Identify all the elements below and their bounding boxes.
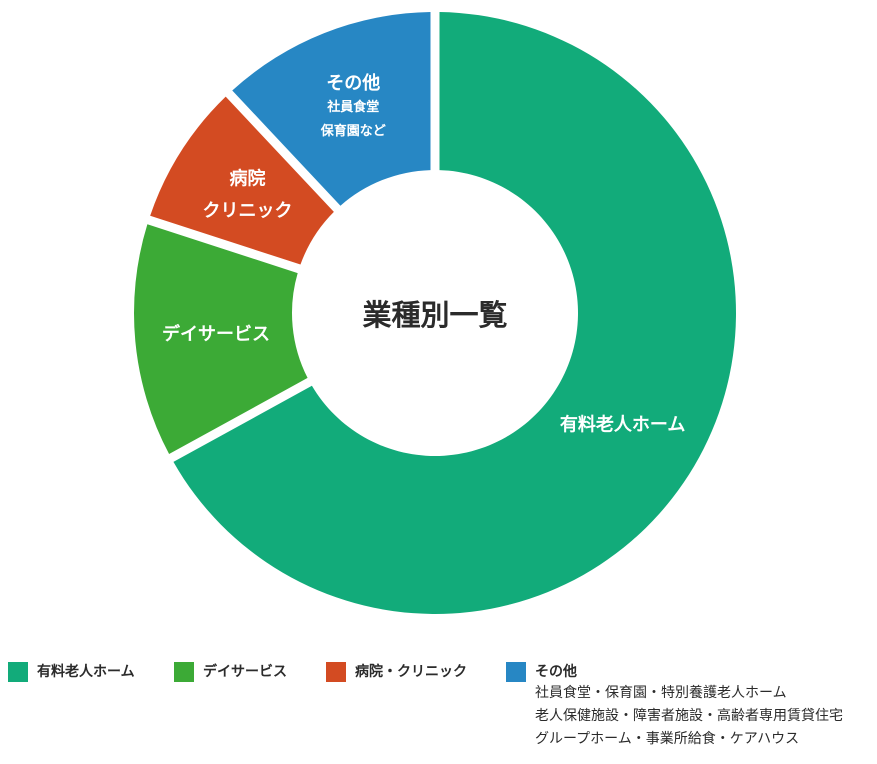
legend: 有料老人ホーム デイサービス 病院・クリニック その他 社員食堂・保育園・特別養… (8, 662, 877, 762)
legend-label-day-service: デイサービス (203, 664, 287, 680)
label-hospital-clinic-line-2: クリニック (203, 200, 293, 221)
legend-label-yuryo-rojin-home: 有料老人ホーム (37, 664, 135, 680)
label-yuryo-rojin-home: 有料老人ホーム (560, 413, 685, 435)
legend-item-other: その他 社員食堂・保育園・特別養護老人ホーム 老人保健施設・障害者施設・高齢者専… (506, 662, 843, 751)
segment-other (232, 12, 431, 206)
label-other-line-3: 保育園など (320, 123, 386, 139)
legend-item-hospital-clinic: 病院・クリニック (326, 662, 467, 682)
label-day-service-line-1: デイサービス (162, 323, 270, 345)
label-other-line-2: 社員食堂 (326, 99, 379, 115)
donut-segments (133, 12, 737, 615)
legend-detail-line-3: グループホーム・事業所給食・ケアハウス (535, 731, 800, 747)
legend-label-other: その他 (535, 664, 577, 680)
legend-label-hospital-clinic: 病院・クリニック (355, 664, 467, 680)
legend-item-day-service: デイサービス (174, 662, 287, 682)
legend-swatch-other (506, 662, 526, 682)
legend-detail-line-2: 老人保健施設・障害者施設・高齢者専用賃貸住宅 (535, 708, 843, 724)
label-other: その他社員食堂保育園など (320, 72, 386, 139)
label-hospital-clinic-line-1: 病院 (230, 167, 266, 189)
label-hospital-clinic: 病院クリニック (203, 167, 293, 221)
legend-item-yuryo-rojin-home: 有料老人ホーム (8, 662, 135, 682)
segment-yuryo-rojin-home (173, 12, 737, 615)
label-day-service: デイサービス (162, 323, 270, 345)
segment-hospital-clinic (150, 96, 334, 265)
label-other-line-1: その他 (326, 72, 380, 94)
legend-swatch-hospital-clinic (326, 662, 346, 682)
segment-day-service (133, 224, 308, 455)
legend-swatch-yuryo-rojin-home (8, 662, 28, 682)
label-yuryo-rojin-home-line-1: 有料老人ホーム (560, 413, 685, 435)
legend-detail-line-1: 社員食堂・保育園・特別養護老人ホーム (535, 685, 787, 701)
chart-title: 業種別一覧 (362, 298, 507, 332)
legend-swatch-day-service (174, 662, 194, 682)
